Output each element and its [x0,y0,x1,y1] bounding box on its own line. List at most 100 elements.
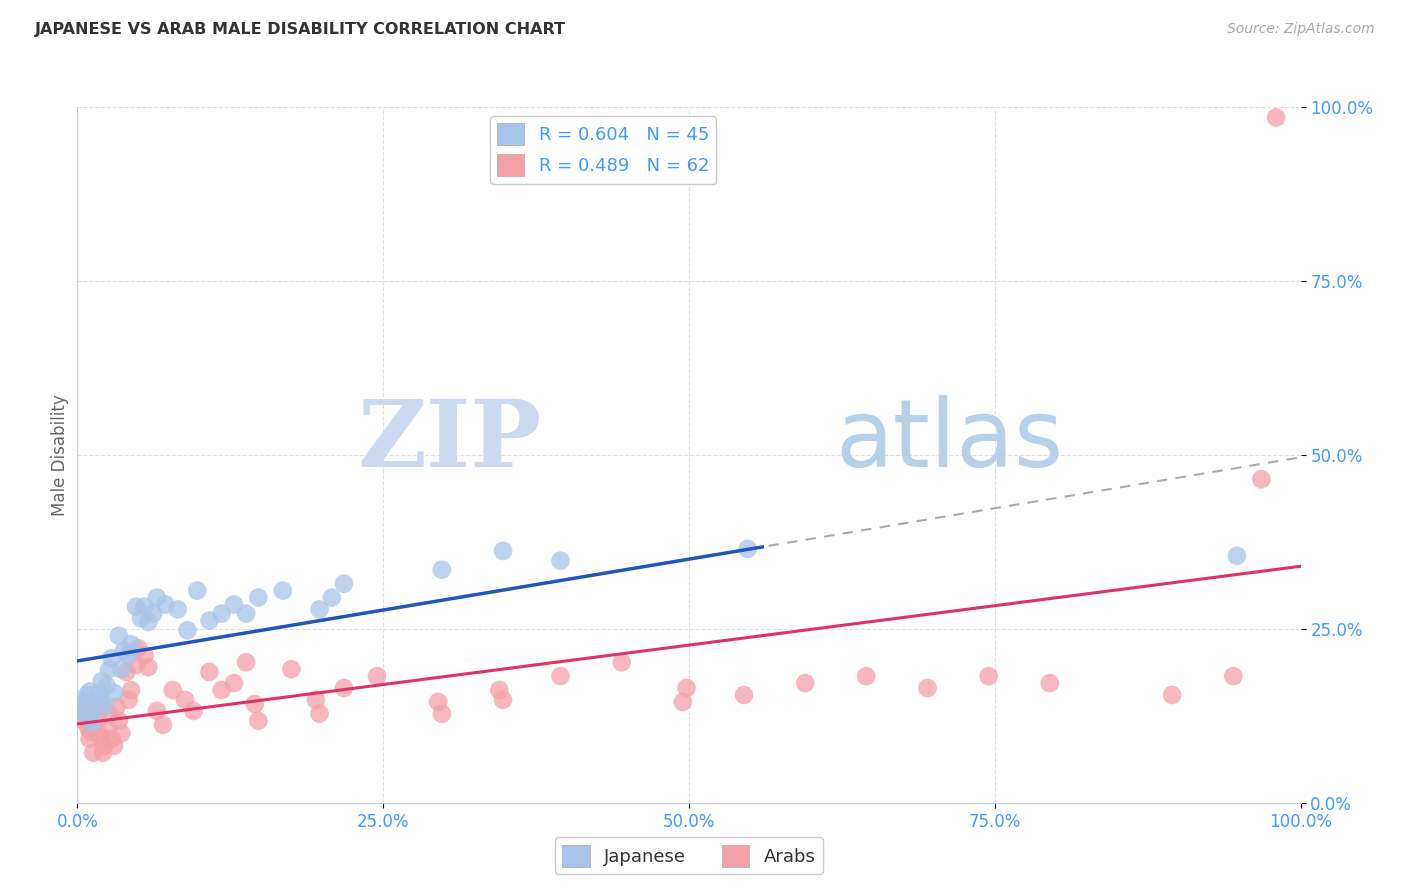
Point [1161,688,1184,702]
Point [118,648,141,663]
Point [115,665,138,679]
Point [366,669,388,683]
Point [89,728,111,742]
Point [737,541,759,556]
Point [247,591,270,605]
Point [198,665,221,679]
Point [166,602,188,616]
Point [110,726,132,740]
Point [855,669,877,683]
Point [183,704,205,718]
Legend: Japanese, Arabs: Japanese, Arabs [555,838,823,874]
Point [430,706,453,721]
Point [100,651,122,665]
Point [127,641,149,656]
Point [110,662,132,676]
Point [733,688,755,702]
Point [80,697,103,711]
Point [79,708,101,723]
Point [86,714,108,728]
Point [146,591,169,605]
Point [488,683,510,698]
Point [1265,111,1288,125]
Point [118,693,141,707]
Point [247,714,270,728]
Y-axis label: Male Disability: Male Disability [51,394,69,516]
Point [98,662,121,676]
Point [90,731,112,746]
Point [243,697,266,711]
Point [211,607,233,621]
Point [103,739,125,753]
Point [108,714,131,728]
Point [96,679,118,693]
Point [77,721,100,735]
Point [155,598,177,612]
Text: atlas: atlas [835,395,1064,487]
Point [794,676,817,690]
Point [162,683,184,698]
Text: ZIP: ZIP [359,396,543,486]
Point [90,699,112,714]
Point [333,576,356,591]
Point [125,658,148,673]
Point [134,599,156,614]
Point [105,699,128,714]
Point [176,624,198,638]
Text: Source: ZipAtlas.com: Source: ZipAtlas.com [1227,22,1375,37]
Point [1222,669,1244,683]
Point [93,699,115,714]
Point [222,598,245,612]
Point [1250,472,1272,486]
Point [100,731,122,746]
Point [91,746,114,760]
Point [550,669,572,683]
Point [427,695,450,709]
Point [93,739,115,753]
Point [89,686,111,700]
Point [174,693,197,707]
Point [97,721,120,735]
Point [125,599,148,614]
Point [271,583,294,598]
Point [186,583,208,598]
Point [152,718,174,732]
Point [321,591,343,605]
Point [917,681,939,695]
Point [112,644,135,658]
Point [120,683,142,698]
Point [76,688,98,702]
Point [69,712,91,726]
Point [146,704,169,718]
Point [333,681,356,695]
Point [308,706,330,721]
Text: JAPANESE VS ARAB MALE DISABILITY CORRELATION CHART: JAPANESE VS ARAB MALE DISABILITY CORRELA… [35,22,567,37]
Point [90,674,112,689]
Point [80,715,103,730]
Point [79,684,101,698]
Point [675,681,697,695]
Point [430,563,453,577]
Point [90,693,112,707]
Point [79,731,101,746]
Point [235,607,257,621]
Point [83,698,105,713]
Point [235,655,257,669]
Point [73,695,96,709]
Point [108,629,131,643]
Point [211,683,233,698]
Point [672,695,695,709]
Point [136,660,159,674]
Point [103,686,125,700]
Point [70,706,93,720]
Point [142,607,165,621]
Point [610,655,633,669]
Point [198,614,221,628]
Point [129,611,152,625]
Point [280,662,302,676]
Point [492,693,515,707]
Point [120,637,142,651]
Point [222,676,245,690]
Point [977,669,1000,683]
Point [1039,676,1062,690]
